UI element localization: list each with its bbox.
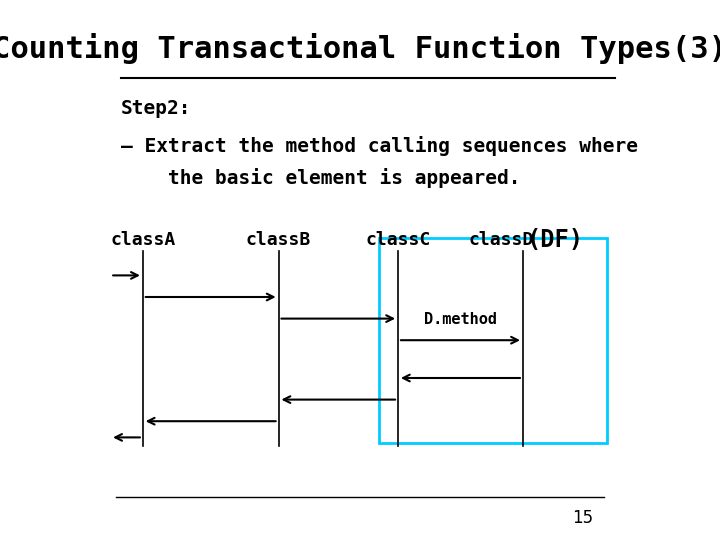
Text: Counting Transactional Function Types(3): Counting Transactional Function Types(3) xyxy=(0,33,720,64)
Text: D.method: D.method xyxy=(424,312,497,327)
Text: (DF): (DF) xyxy=(527,228,584,252)
Text: Step2:: Step2: xyxy=(121,98,192,118)
Text: classB: classB xyxy=(246,231,311,249)
Text: classC: classC xyxy=(365,231,431,249)
Text: classA: classA xyxy=(110,231,176,249)
Bar xyxy=(379,238,607,443)
Text: classD: classD xyxy=(469,231,534,249)
Text: the basic element is appeared.: the basic element is appeared. xyxy=(121,168,521,188)
Text: – Extract the method calling sequences where: – Extract the method calling sequences w… xyxy=(121,136,638,156)
Text: 15: 15 xyxy=(572,509,593,528)
